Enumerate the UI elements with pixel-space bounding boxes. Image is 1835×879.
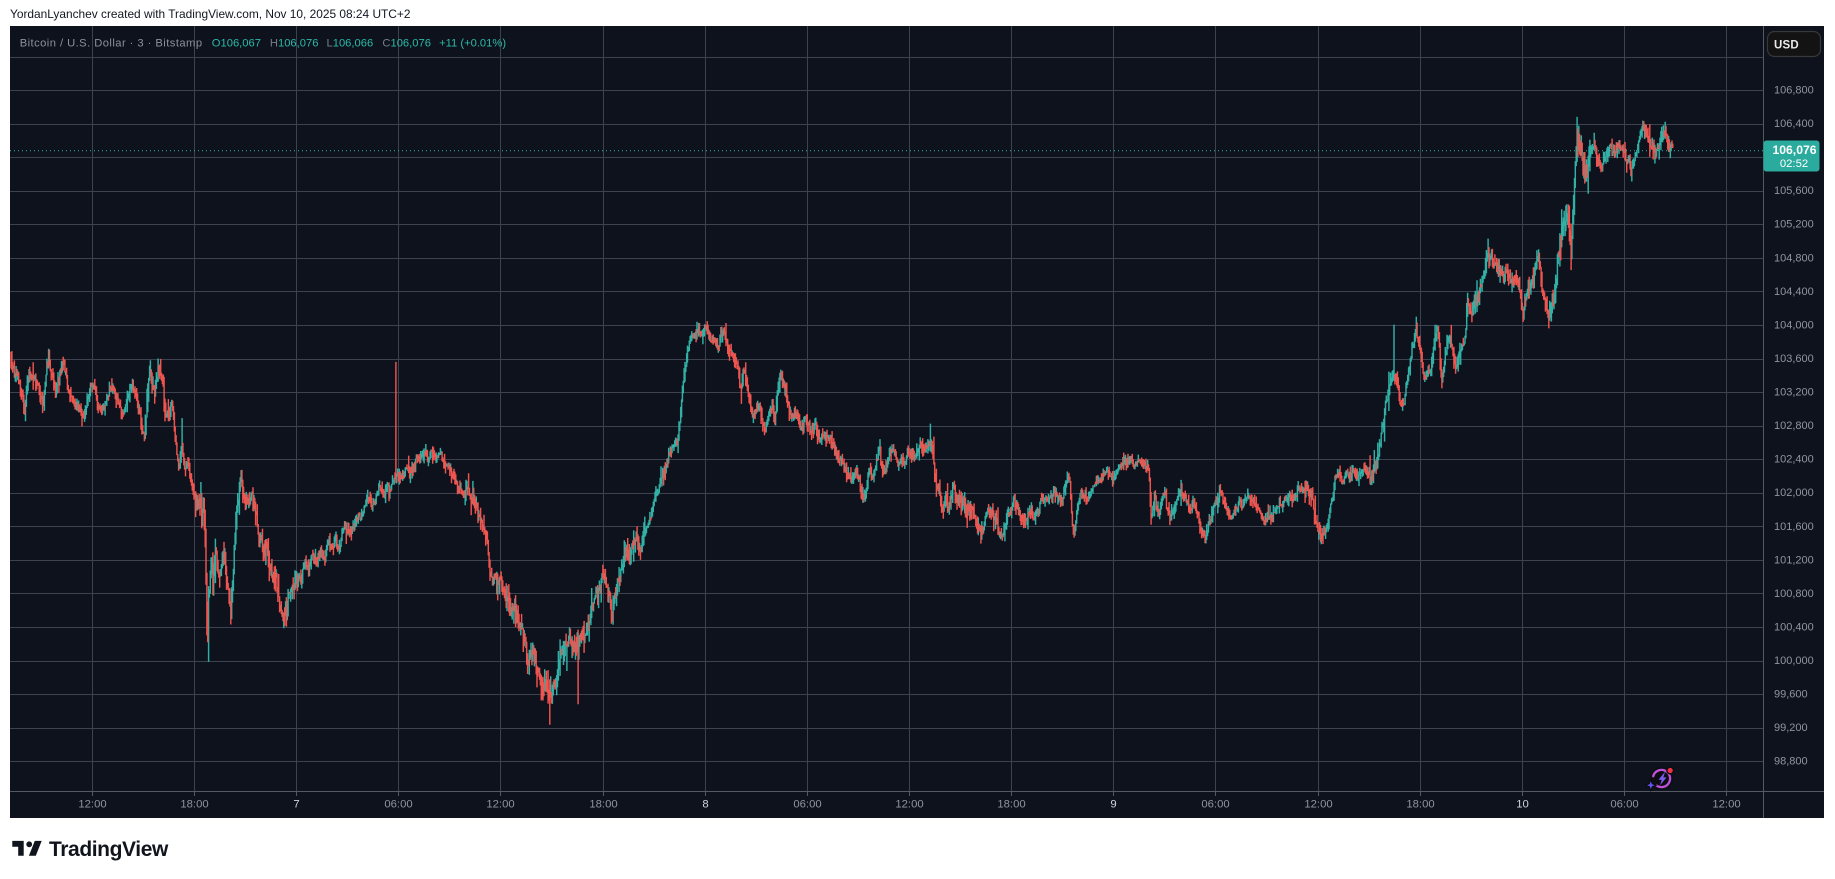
svg-text:100,800: 100,800: [1774, 588, 1814, 600]
svg-text:106,400: 106,400: [1774, 118, 1814, 130]
svg-text:Bitcoin / U.S. Dollar · 3 · Bi: Bitcoin / U.S. Dollar · 3 · Bitstamp: [20, 37, 203, 49]
svg-text:104,800: 104,800: [1774, 252, 1814, 264]
svg-text:18:00: 18:00: [1406, 799, 1434, 811]
svg-text:99,200: 99,200: [1774, 722, 1808, 734]
svg-text:06:00: 06:00: [793, 799, 821, 811]
svg-text:104,400: 104,400: [1774, 286, 1814, 298]
svg-text:99,600: 99,600: [1774, 689, 1808, 701]
svg-text:102,400: 102,400: [1774, 454, 1814, 466]
svg-text:103,600: 103,600: [1774, 353, 1814, 365]
svg-text:98,800: 98,800: [1774, 756, 1808, 768]
svg-text:12:00: 12:00: [895, 799, 923, 811]
svg-text:06:00: 06:00: [1201, 799, 1229, 811]
svg-text:USD: USD: [1774, 39, 1799, 51]
svg-text:104,000: 104,000: [1774, 319, 1814, 331]
svg-text:18:00: 18:00: [997, 799, 1025, 811]
svg-text:8: 8: [702, 799, 708, 811]
svg-text:TradingView: TradingView: [49, 838, 169, 861]
svg-text:02:52: 02:52: [1780, 158, 1808, 170]
svg-text:12:00: 12:00: [1712, 799, 1740, 811]
svg-text:105,600: 105,600: [1774, 185, 1814, 197]
svg-text:101,600: 101,600: [1774, 521, 1814, 533]
svg-text:18:00: 18:00: [180, 799, 208, 811]
svg-text:105,200: 105,200: [1774, 219, 1814, 231]
svg-text:12:00: 12:00: [1304, 799, 1332, 811]
svg-text:100,000: 100,000: [1774, 655, 1814, 667]
svg-text:101,200: 101,200: [1774, 554, 1814, 566]
svg-text:9: 9: [1110, 799, 1116, 811]
svg-text:102,000: 102,000: [1774, 487, 1814, 499]
svg-text:100,400: 100,400: [1774, 621, 1814, 633]
svg-text:18:00: 18:00: [589, 799, 617, 811]
svg-text:06:00: 06:00: [1610, 799, 1638, 811]
svg-text:06:00: 06:00: [384, 799, 412, 811]
svg-text:10: 10: [1516, 799, 1529, 811]
svg-text:106,076: 106,076: [1772, 143, 1816, 157]
svg-text:103,200: 103,200: [1774, 387, 1814, 399]
svg-text:12:00: 12:00: [486, 799, 514, 811]
svg-text:102,800: 102,800: [1774, 420, 1814, 432]
svg-text:106,800: 106,800: [1774, 85, 1814, 97]
svg-text:12:00: 12:00: [78, 799, 106, 811]
svg-text:7: 7: [293, 799, 299, 811]
